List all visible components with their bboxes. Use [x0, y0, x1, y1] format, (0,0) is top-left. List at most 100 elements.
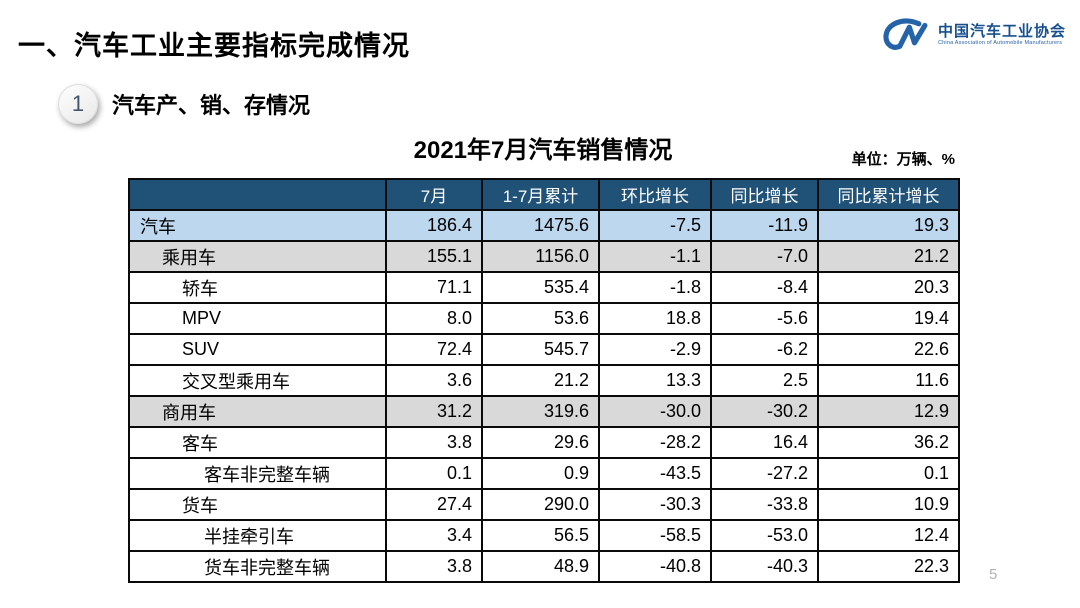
sales-table-header: 7月 1-7月累计 环比增长 同比增长 同比累计增长: [128, 178, 960, 211]
row-value: 535.4: [481, 271, 600, 304]
table-row: 半挂牵引车 3.4 56.5 -58.5 -53.0 12.4: [128, 519, 960, 552]
row-value: 0.1: [385, 457, 483, 490]
row-value: 48.9: [481, 550, 600, 583]
row-label: 半挂牵引车: [128, 519, 387, 552]
row-value: 11.6: [817, 364, 960, 397]
row-label: 轿车: [128, 271, 387, 304]
row-value: 8.0: [385, 302, 483, 335]
header-row: 7月 1-7月累计 环比增长 同比增长 同比累计增长: [128, 178, 960, 211]
row-value: -30.3: [598, 488, 712, 521]
table-row: 商用车 31.2 319.6 -30.0 -30.2 12.9: [128, 395, 960, 428]
table-row: 乘用车 155.1 1156.0 -1.1 -7.0 21.2: [128, 240, 960, 273]
row-value: -53.0: [710, 519, 819, 552]
row-value: 3.6: [385, 364, 483, 397]
column-header-1: 7月: [385, 178, 483, 211]
row-value: 22.6: [817, 333, 960, 366]
column-header-3: 环比增长: [598, 178, 712, 211]
subsection-number-badge: 1: [58, 84, 98, 124]
row-value: -1.8: [598, 271, 712, 304]
row-value: 3.8: [385, 426, 483, 459]
row-label: 乘用车: [128, 240, 387, 273]
row-label: SUV: [128, 333, 387, 366]
row-value: -40.3: [710, 550, 819, 583]
caam-name-en: China Association of Automobile Manufact…: [937, 40, 1063, 47]
row-label: 客车: [128, 426, 387, 459]
page-number: 5: [989, 566, 998, 583]
row-label: MPV: [128, 302, 387, 335]
row-label: 商用车: [128, 395, 387, 428]
row-value: 545.7: [481, 333, 600, 366]
subsection-header: 1 汽车产、销、存情况: [58, 84, 310, 124]
row-value: 12.4: [817, 519, 960, 552]
row-value: 71.1: [385, 271, 483, 304]
table-row: 汽车 186.4 1475.6 -7.5 -11.9 19.3: [128, 209, 960, 242]
row-value: 21.2: [481, 364, 600, 397]
table-row: 客车 3.8 29.6 -28.2 16.4 36.2: [128, 426, 960, 459]
row-value: -7.5: [598, 209, 712, 242]
row-value: 29.6: [481, 426, 600, 459]
row-value: 56.5: [481, 519, 600, 552]
row-value: -1.1: [598, 240, 712, 273]
table-row: 货车非完整车辆 3.8 48.9 -40.8 -40.3 22.3: [128, 550, 960, 583]
row-value: 319.6: [481, 395, 600, 428]
row-value: -2.9: [598, 333, 712, 366]
row-value: 36.2: [817, 426, 960, 459]
caam-logo: 中国汽车工业协会 China Association of Automobile…: [879, 16, 1066, 54]
table-row: 客车非完整车辆 0.1 0.9 -43.5 -27.2 0.1: [128, 457, 960, 490]
row-value: 1156.0: [481, 240, 600, 273]
row-label: 交叉型乘用车: [128, 364, 387, 397]
sales-table-body: 汽车 186.4 1475.6 -7.5 -11.9 19.3 乘用车 155.1 1156.0…: [128, 209, 960, 583]
row-value: -7.0: [710, 240, 819, 273]
row-value: 2.5: [710, 364, 819, 397]
row-value: -11.9: [710, 209, 819, 242]
column-header-0: [128, 178, 387, 211]
table-row: MPV 8.0 53.6 18.8 -5.6 19.4: [128, 302, 960, 335]
caam-logo-text: 中国汽车工业协会 China Association of Automobile…: [937, 22, 1066, 47]
row-value: 12.9: [817, 395, 960, 428]
row-value: -6.2: [710, 333, 819, 366]
column-header-4: 同比增长: [710, 178, 819, 211]
row-label: 货车: [128, 488, 387, 521]
row-value: 31.2: [385, 395, 483, 428]
row-value: 22.3: [817, 550, 960, 583]
row-value: -5.6: [710, 302, 819, 335]
page-title: 一、汽车工业主要指标完成情况: [18, 31, 410, 61]
row-value: 16.4: [710, 426, 819, 459]
row-value: 3.4: [385, 519, 483, 552]
sales-table: 7月 1-7月累计 环比增长 同比增长 同比累计增长 汽车 186.4 1475.6 -7.5…: [128, 178, 960, 583]
row-value: 27.4: [385, 488, 483, 521]
row-value: -40.8: [598, 550, 712, 583]
column-header-2: 1-7月累计: [481, 178, 600, 211]
unit-note: 单位：万辆、%: [851, 151, 955, 168]
table-row: 轿车 71.1 535.4 -1.8 -8.4 20.3: [128, 271, 960, 304]
subsection-title: 汽车产、销、存情况: [112, 93, 311, 118]
row-value: 72.4: [385, 333, 483, 366]
row-value: -43.5: [598, 457, 712, 490]
row-label: 货车非完整车辆: [128, 550, 387, 583]
row-value: 186.4: [385, 209, 483, 242]
row-value: 53.6: [481, 302, 600, 335]
row-value: -33.8: [710, 488, 819, 521]
row-value: 19.4: [817, 302, 960, 335]
row-label: 客车非完整车辆: [128, 457, 387, 490]
caam-name-cn: 中国汽车工业协会: [937, 22, 1066, 40]
column-header-5: 同比累计增长: [817, 178, 960, 211]
row-value: -28.2: [598, 426, 712, 459]
table-title: 2021年7月汽车销售情况: [413, 137, 673, 164]
table-row: 货车 27.4 290.0 -30.3 -33.8 10.9: [128, 488, 960, 521]
row-value: 3.8: [385, 550, 483, 583]
row-value: 10.9: [817, 488, 960, 521]
row-value: 20.3: [817, 271, 960, 304]
row-label: 汽车: [128, 209, 387, 242]
table-row: SUV 72.4 545.7 -2.9 -6.2 22.6: [128, 333, 960, 366]
row-value: 13.3: [598, 364, 712, 397]
row-value: 0.1: [817, 457, 960, 490]
row-value: -8.4: [710, 271, 819, 304]
row-value: 18.8: [598, 302, 712, 335]
row-value: 155.1: [385, 240, 483, 273]
row-value: 19.3: [817, 209, 960, 242]
row-value: -30.0: [598, 395, 712, 428]
caam-monogram-icon: [883, 18, 928, 50]
row-value: 1475.6: [481, 209, 600, 242]
row-value: -27.2: [710, 457, 819, 490]
